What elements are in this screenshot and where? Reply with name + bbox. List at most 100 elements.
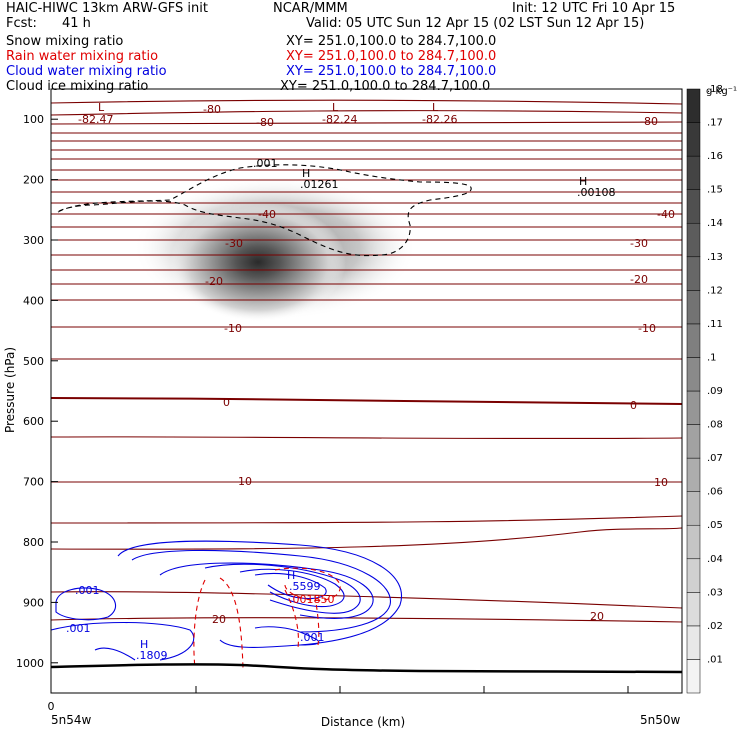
low-value: -82.47 — [78, 113, 113, 126]
high-value: .5599 — [289, 580, 321, 593]
colorbar-cell — [686, 122, 701, 157]
ice-shading-core — [170, 202, 346, 322]
high-value: .00108 — [577, 186, 616, 199]
x-tick-label-0: 0 — [48, 700, 55, 713]
low-marker: L — [332, 101, 339, 114]
x-endpoint-right: 5n50w — [640, 713, 681, 727]
colorbar-tick-label: .16 — [707, 151, 723, 162]
colorbar: .01 .02 .03 .04 .05 .06 .07 .08 .09 .1 .11 .12 .13 .1… — [686, 84, 723, 694]
fcst-label: Fcst: — [6, 16, 37, 31]
colorbar-cell — [686, 524, 701, 560]
temp-label: 0 — [223, 396, 230, 409]
contour-label-cloud-water: .001 — [75, 584, 100, 597]
model-title: HAIC-HIWC 13km ARW-GFS init — [6, 1, 208, 16]
temp-label: -10 — [224, 322, 242, 335]
colorbar-tick-label: .07 — [707, 453, 723, 464]
colorbar-cell — [686, 88, 701, 123]
y-tick-label: 100 — [23, 113, 44, 126]
colorbar-tick-label: .18 — [707, 84, 723, 95]
high-value: .1809 — [136, 649, 168, 662]
colorbar-tick-label: .11 — [707, 319, 723, 330]
field-name-cloud-ice: Cloud ice mixing ratio — [6, 79, 149, 94]
temp-label: 20 — [212, 613, 226, 626]
x-endpoint-left: 5n54w — [51, 713, 92, 727]
y-tick-label: 900 — [23, 596, 44, 609]
temp-label: 10 — [654, 476, 668, 489]
temp-label: -40 — [657, 208, 675, 221]
colorbar-unit: g kg⁻¹ — [706, 86, 737, 97]
field-name-cloud-water: Cloud water mixing ratio — [6, 64, 167, 79]
contour-label-cloud-water: .001 — [66, 622, 91, 635]
colorbar-cell — [686, 155, 701, 190]
plot-frame — [50, 88, 683, 694]
low-marker: L — [432, 101, 439, 114]
colorbar-cell — [686, 390, 701, 425]
x-axis-label: Distance (km) — [321, 715, 405, 729]
colorbar-tick-label: .1 — [707, 352, 717, 363]
field-xy-rain: XY= 251.0,100.0 to 284.7,100.0 — [286, 49, 497, 64]
colorbar-cell — [686, 659, 701, 694]
colorbar-cell — [686, 290, 701, 325]
fcst-value: 41 h — [62, 16, 91, 31]
colorbar-cell — [686, 222, 701, 258]
colorbar-cell — [686, 592, 701, 627]
colorbar-tick-label: .09 — [707, 386, 723, 397]
valid-time: Valid: 05 UTC Sun 12 Apr 15 (02 LST Sun … — [306, 16, 645, 31]
contour-label-cloud-water: .001 — [300, 631, 325, 644]
temp-label: -20 — [205, 275, 223, 288]
org-label: NCAR/MMM — [273, 1, 348, 16]
temp-label: -40 — [258, 208, 276, 221]
colorbar-tick-label: .06 — [707, 487, 723, 498]
temperature-label-group: -80 -80 -80 -40 -40 -30 -30 -20 -20 -10 … — [203, 103, 675, 626]
colorbar-tick-label: .01 — [707, 654, 723, 665]
low-value: -82.24 — [322, 113, 357, 126]
y-tick-label: 700 — [23, 476, 44, 489]
snow-contour — [57, 164, 472, 257]
colorbar-cell — [686, 491, 701, 526]
temp-label: 10 — [238, 475, 252, 488]
cloud-water-contours — [50, 540, 402, 661]
field-xy-cloud-water: XY= 251.0,100.0 to 284.7,100.0 — [286, 64, 497, 79]
colorbar-cell — [686, 357, 701, 392]
low-marker: L — [98, 101, 105, 114]
temp-label: -80 — [203, 103, 221, 116]
rain-water-contours — [193, 567, 341, 669]
contour-label-snow: .001 — [253, 157, 278, 170]
high-marker: H — [579, 175, 587, 188]
field-xy-cloud-ice: XY= 251.0,100.0 to 284.7,100.0 — [280, 79, 491, 94]
temp-label: 0 — [630, 399, 637, 412]
colorbar-cell — [686, 424, 701, 459]
field-name-rain: Rain water mixing ratio — [6, 49, 159, 64]
colorbar-tick-label: .05 — [707, 520, 723, 531]
colorbar-tick-label: .17 — [707, 118, 723, 129]
temp-label: -80 — [640, 115, 658, 128]
y-tick-label: 400 — [23, 294, 44, 307]
high-marker: H — [140, 638, 148, 651]
colorbar-tick-label: .04 — [707, 554, 723, 565]
temp-label: -80 — [256, 116, 274, 129]
high-marker: H — [287, 569, 295, 582]
y-tick-label: 800 — [23, 536, 44, 549]
terrain — [50, 663, 683, 674]
y-axis-ticks: 100 200 300 400 500 600 700 800 900 1000 — [16, 113, 58, 670]
colorbar-tick-label: .03 — [707, 587, 723, 598]
low-value: -82.26 — [422, 113, 457, 126]
colorbar-cell — [686, 323, 701, 358]
temp-label: -30 — [225, 237, 243, 250]
init-time: Init: 12 UTC Fri 10 Apr 15 — [512, 1, 676, 16]
field-xy-snow: XY= 251.0,100.0 to 284.7,100.0 — [286, 34, 497, 49]
colorbar-cell — [686, 256, 701, 291]
high-value: .01261 — [300, 178, 339, 191]
y-tick-label: 600 — [23, 415, 44, 428]
colorbar-tick-label: .13 — [707, 252, 723, 263]
colorbar-tick-label: .15 — [707, 185, 723, 196]
colorbar-cell — [686, 558, 701, 593]
contour-label-rain: .001850 — [289, 593, 335, 606]
colorbar-cell — [686, 625, 701, 660]
y-axis-label: Pressure (hPa) — [3, 347, 17, 433]
temp-label: -20 — [630, 273, 648, 286]
colorbar-tick-label: .12 — [707, 285, 723, 296]
colorbar-cell — [686, 189, 701, 224]
temp-label: -10 — [638, 322, 656, 335]
